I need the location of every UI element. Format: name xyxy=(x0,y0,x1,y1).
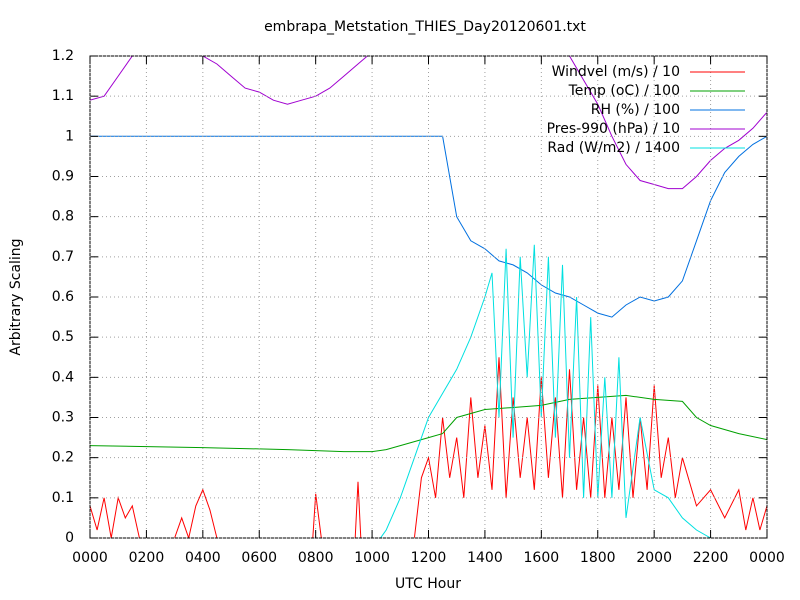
y-tick-label: 0.5 xyxy=(52,329,74,345)
x-tick-label: 2000 xyxy=(636,550,672,566)
x-tick-label: 0400 xyxy=(185,550,221,566)
x-axis-label: UTC Hour xyxy=(395,576,461,592)
legend-label: Pres-990 (hPa) / 10 xyxy=(547,121,680,137)
legend-label: RH (%) / 100 xyxy=(591,102,680,118)
y-tick-label: 1.2 xyxy=(52,48,74,64)
legend-label: Rad (W/m2) / 1400 xyxy=(547,140,680,156)
y-tick-label: 0.4 xyxy=(52,369,74,385)
series-line xyxy=(90,394,767,453)
x-tick-label: 2200 xyxy=(693,550,729,566)
y-tick-label: 0.7 xyxy=(52,249,74,265)
y-tick-label: 1.1 xyxy=(52,88,74,104)
chart-title: embrapa_Metstation_THIES_Day20120601.txt xyxy=(264,19,586,35)
series-line xyxy=(90,56,767,190)
x-tick-label: 1000 xyxy=(354,550,390,566)
y-tick-label: 0 xyxy=(65,530,74,546)
x-tick-label: 1200 xyxy=(411,550,447,566)
y-tick-label: 0.6 xyxy=(52,289,74,305)
legend-label: Windvel (m/s) / 10 xyxy=(552,64,680,80)
x-tick-label: 0800 xyxy=(298,550,334,566)
x-tick-label: 0600 xyxy=(241,550,277,566)
series-line xyxy=(90,357,767,538)
y-tick-label: 0.1 xyxy=(52,490,74,506)
series-line xyxy=(90,135,767,318)
y-tick-label: 0.8 xyxy=(52,209,74,225)
y-tick-label: 0.3 xyxy=(52,410,74,426)
x-tick-label: 1600 xyxy=(524,550,560,566)
x-tick-label: 0000 xyxy=(749,550,785,566)
y-axis-label: Arbitrary Scaling xyxy=(8,238,24,355)
legend-label: Temp (oC) / 100 xyxy=(568,83,680,99)
x-tick-label: 0000 xyxy=(72,550,108,566)
x-tick-label: 1800 xyxy=(580,550,616,566)
y-tick-label: 0.2 xyxy=(52,450,74,466)
x-tick-label: 1400 xyxy=(467,550,503,566)
y-tick-label: 0.9 xyxy=(52,169,74,185)
y-tick-label: 1 xyxy=(65,128,74,144)
series-line xyxy=(90,244,767,538)
x-tick-label: 0200 xyxy=(129,550,165,566)
